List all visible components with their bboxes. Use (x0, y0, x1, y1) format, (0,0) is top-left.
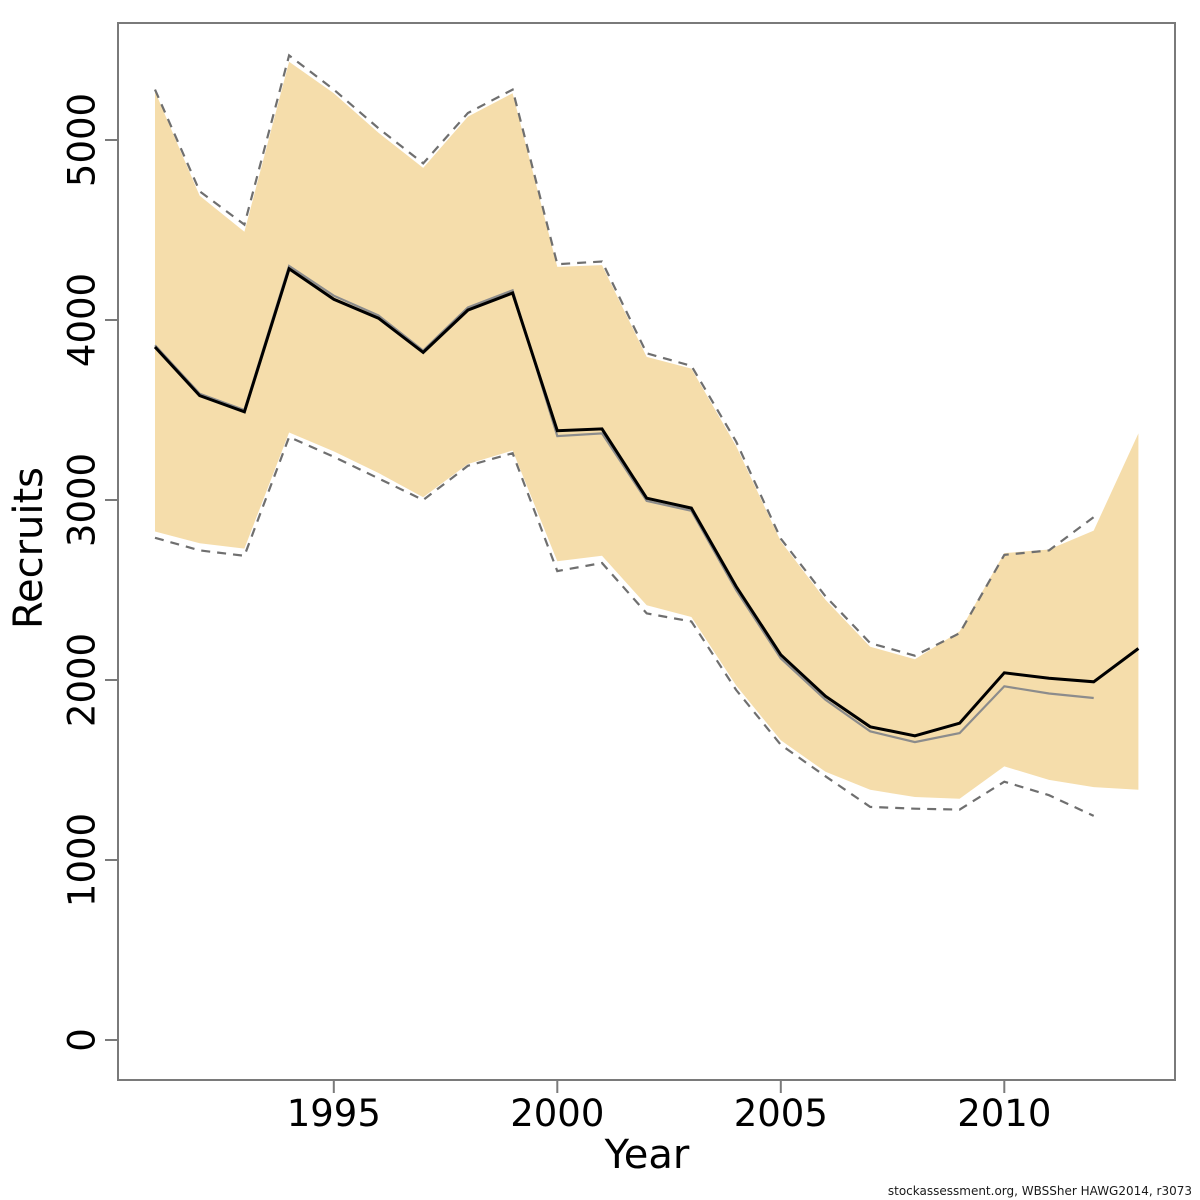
y-axis-tick-label-1000: 1000 (61, 813, 104, 907)
ci-band-current (155, 61, 1139, 799)
footer-watermark: stockassessment.org, WBSSher HAWG2014, r… (888, 1184, 1192, 1198)
x-axis-title: Year (604, 1132, 690, 1178)
previous-estimate-line (154, 264, 1094, 744)
current-estimate-line (153, 266, 1140, 738)
ci-lower-previous-dashed-line (154, 435, 1095, 817)
ci-upper-previous-dashed-line (153, 53, 1095, 657)
y-axis-title: Recruits (6, 467, 52, 629)
y-axis-tick-label-5000: 5000 (61, 93, 104, 187)
y-axis-tick-label-0: 0 (61, 1028, 104, 1052)
axis-tick-layer: 1995 2000 2005 2010 0 1000 2000 3000 4000 5000 (61, 93, 1052, 1135)
x-axis-tick-label-2000: 2000 (510, 1092, 604, 1135)
x-axis-tick-label-2005: 2005 (734, 1092, 828, 1135)
y-axis-tick-label-2000: 2000 (61, 633, 104, 727)
x-axis-tick-label-1995: 1995 (287, 1092, 381, 1135)
series-line-layer (153, 53, 1140, 817)
y-axis-tick-label-3000: 3000 (61, 453, 104, 547)
x-axis-tick-label-2010: 2010 (957, 1092, 1051, 1135)
y-axis-tick-label-4000: 4000 (61, 273, 104, 367)
plot-frame (117, 22, 1176, 1081)
confidence-band-layer (155, 61, 1139, 799)
